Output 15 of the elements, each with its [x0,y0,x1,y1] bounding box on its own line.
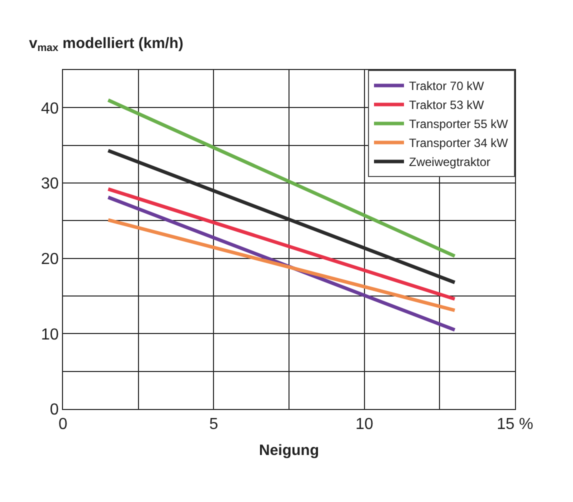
y-tick-label: 0 [50,402,59,419]
x-tick-label: 15 % [496,416,534,434]
y-tick-label: 30 [41,176,59,193]
y-tick-label: 10 [41,326,59,344]
y-tick-label: 40 [41,100,59,118]
x-axis-title: Neigung [259,442,319,460]
y-tick-label: 20 [41,250,59,268]
x-tick-label: 5 [209,416,218,434]
y-axis-title: v$_{max}$ modelliert (km/h) [29,35,184,54]
legend-label: Zweiwegtraktor [409,155,490,170]
x-tick-label: 10 [355,416,374,434]
legend-label: Transporter 34 kW [409,136,509,150]
legend-label: Transporter 55 kW [409,117,509,132]
legend-label: Traktor 70 kW [409,79,485,94]
legend-label: Traktor 53 kW [409,98,485,112]
